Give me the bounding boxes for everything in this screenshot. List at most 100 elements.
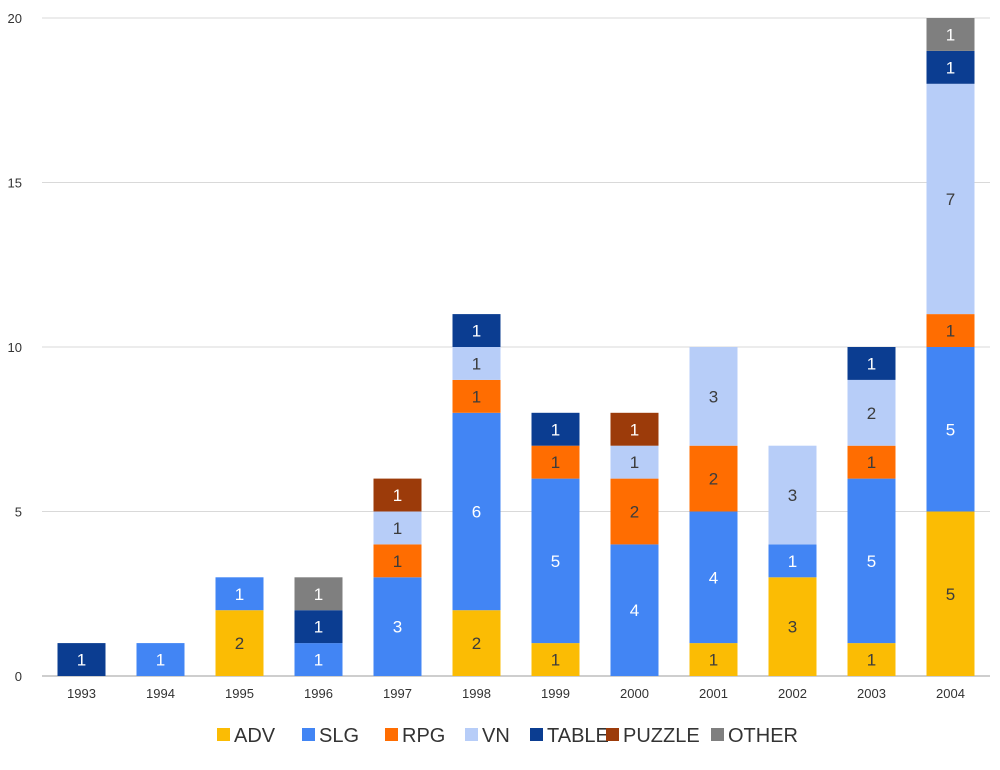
x-tick-label: 2002 xyxy=(778,686,807,701)
bar-segment xyxy=(452,610,501,676)
bar-segment xyxy=(531,445,580,479)
x-tick-label: 1999 xyxy=(541,686,570,701)
data-label: 1 xyxy=(314,585,323,604)
data-label: 1 xyxy=(393,519,402,538)
data-label: 7 xyxy=(946,190,955,209)
bar-segment xyxy=(294,577,343,611)
data-label: 1 xyxy=(867,453,876,472)
data-label: 1 xyxy=(314,651,323,670)
bar-segment xyxy=(215,577,264,611)
legend-swatch xyxy=(465,728,478,741)
bar-segment xyxy=(294,643,343,676)
legend-swatch xyxy=(711,728,724,741)
data-label: 1 xyxy=(393,552,402,571)
bars: 1 1 2 1 1 1 1 3 1 1 1 2 6 1 1 1 1 5 1 1 4 2 1 1 1 4 2 3 3 1 3 1 5 1 2 1 5 5 1 7… xyxy=(57,18,975,676)
bar-segment xyxy=(926,314,975,347)
legend-swatch xyxy=(217,728,230,741)
data-label: 1 xyxy=(946,58,955,77)
data-label: 1 xyxy=(867,354,876,373)
data-label: 1 xyxy=(630,420,639,439)
data-label: 2 xyxy=(709,470,718,489)
data-label: 1 xyxy=(472,387,481,406)
x-tick-label: 1998 xyxy=(462,686,491,701)
data-label: 2 xyxy=(235,634,244,653)
y-tick-label: 5 xyxy=(15,505,22,520)
legend-label: ADV xyxy=(234,725,276,747)
x-tick-label: 2004 xyxy=(936,686,965,701)
bar-segment xyxy=(847,379,896,446)
bar-segment xyxy=(452,412,501,611)
data-label: 1 xyxy=(551,651,560,670)
bar-segment xyxy=(452,379,501,413)
gridlines xyxy=(42,17,990,677)
bar-segment xyxy=(531,478,580,644)
legend-label: PUZZLE xyxy=(623,725,700,747)
legend-swatch xyxy=(302,728,315,741)
x-tick-label: 2000 xyxy=(620,686,649,701)
legend: ADV SLG RPG VN TABLE PUZZLE OTHER xyxy=(217,725,798,747)
bar-segment xyxy=(689,445,738,512)
bar-segment xyxy=(373,478,422,512)
data-label: 2 xyxy=(630,503,639,522)
bar-segment xyxy=(768,445,817,545)
data-label: 5 xyxy=(946,420,955,439)
bar-segment xyxy=(531,643,580,676)
data-label: 1 xyxy=(709,651,718,670)
data-label: 1 xyxy=(551,420,560,439)
legend-swatch xyxy=(385,728,398,741)
data-label: 4 xyxy=(709,568,718,587)
x-tick-label: 1996 xyxy=(304,686,333,701)
bar-segment xyxy=(926,18,975,51)
data-label: 5 xyxy=(867,552,876,571)
data-label: 1 xyxy=(314,618,323,637)
bar-segment xyxy=(610,445,659,479)
data-label: 3 xyxy=(788,618,797,637)
legend-label: RPG xyxy=(402,725,445,747)
bar-segment xyxy=(768,544,817,578)
bar-segment xyxy=(610,412,659,446)
data-label: 1 xyxy=(946,322,955,341)
legend-label: VN xyxy=(482,725,510,747)
data-label: 2 xyxy=(867,404,876,423)
bar-segment xyxy=(610,544,659,676)
data-label: 3 xyxy=(788,486,797,505)
data-label: 1 xyxy=(630,453,639,472)
y-tick-label: 10 xyxy=(8,340,22,355)
x-tick-label: 1995 xyxy=(225,686,254,701)
data-label: 5 xyxy=(551,552,560,571)
data-label: 1 xyxy=(393,486,402,505)
data-label: 3 xyxy=(709,387,718,406)
bar-segment xyxy=(373,544,422,578)
bar-segment xyxy=(452,314,501,347)
data-label: 3 xyxy=(393,618,402,637)
data-label: 5 xyxy=(946,585,955,604)
legend-swatch xyxy=(530,728,543,741)
bar-segment xyxy=(689,643,738,676)
bar-segment xyxy=(926,50,975,84)
bar-segment xyxy=(847,445,896,479)
bar-segment xyxy=(531,412,580,446)
x-tick-label: 2003 xyxy=(857,686,886,701)
bar-segment xyxy=(926,511,975,676)
bar-segment xyxy=(373,511,422,545)
bar-segment xyxy=(926,83,975,315)
legend-label: OTHER xyxy=(728,725,798,747)
data-label: 1 xyxy=(551,453,560,472)
x-tick-label: 1994 xyxy=(146,686,175,701)
bar-segment xyxy=(452,347,501,380)
bar-segment xyxy=(57,643,106,676)
data-label: 4 xyxy=(630,601,639,620)
data-label: 6 xyxy=(472,503,481,522)
legend-swatch xyxy=(606,728,619,741)
bar-segment xyxy=(768,577,817,676)
bar-segment xyxy=(294,610,343,644)
data-label: 1 xyxy=(77,651,86,670)
bar-segment xyxy=(373,577,422,676)
bar-segment xyxy=(847,347,896,380)
legend-label: TABLE xyxy=(547,725,609,747)
y-tick-label: 0 xyxy=(15,669,22,684)
data-label: 1 xyxy=(472,354,481,373)
x-tick-label: 2001 xyxy=(699,686,728,701)
